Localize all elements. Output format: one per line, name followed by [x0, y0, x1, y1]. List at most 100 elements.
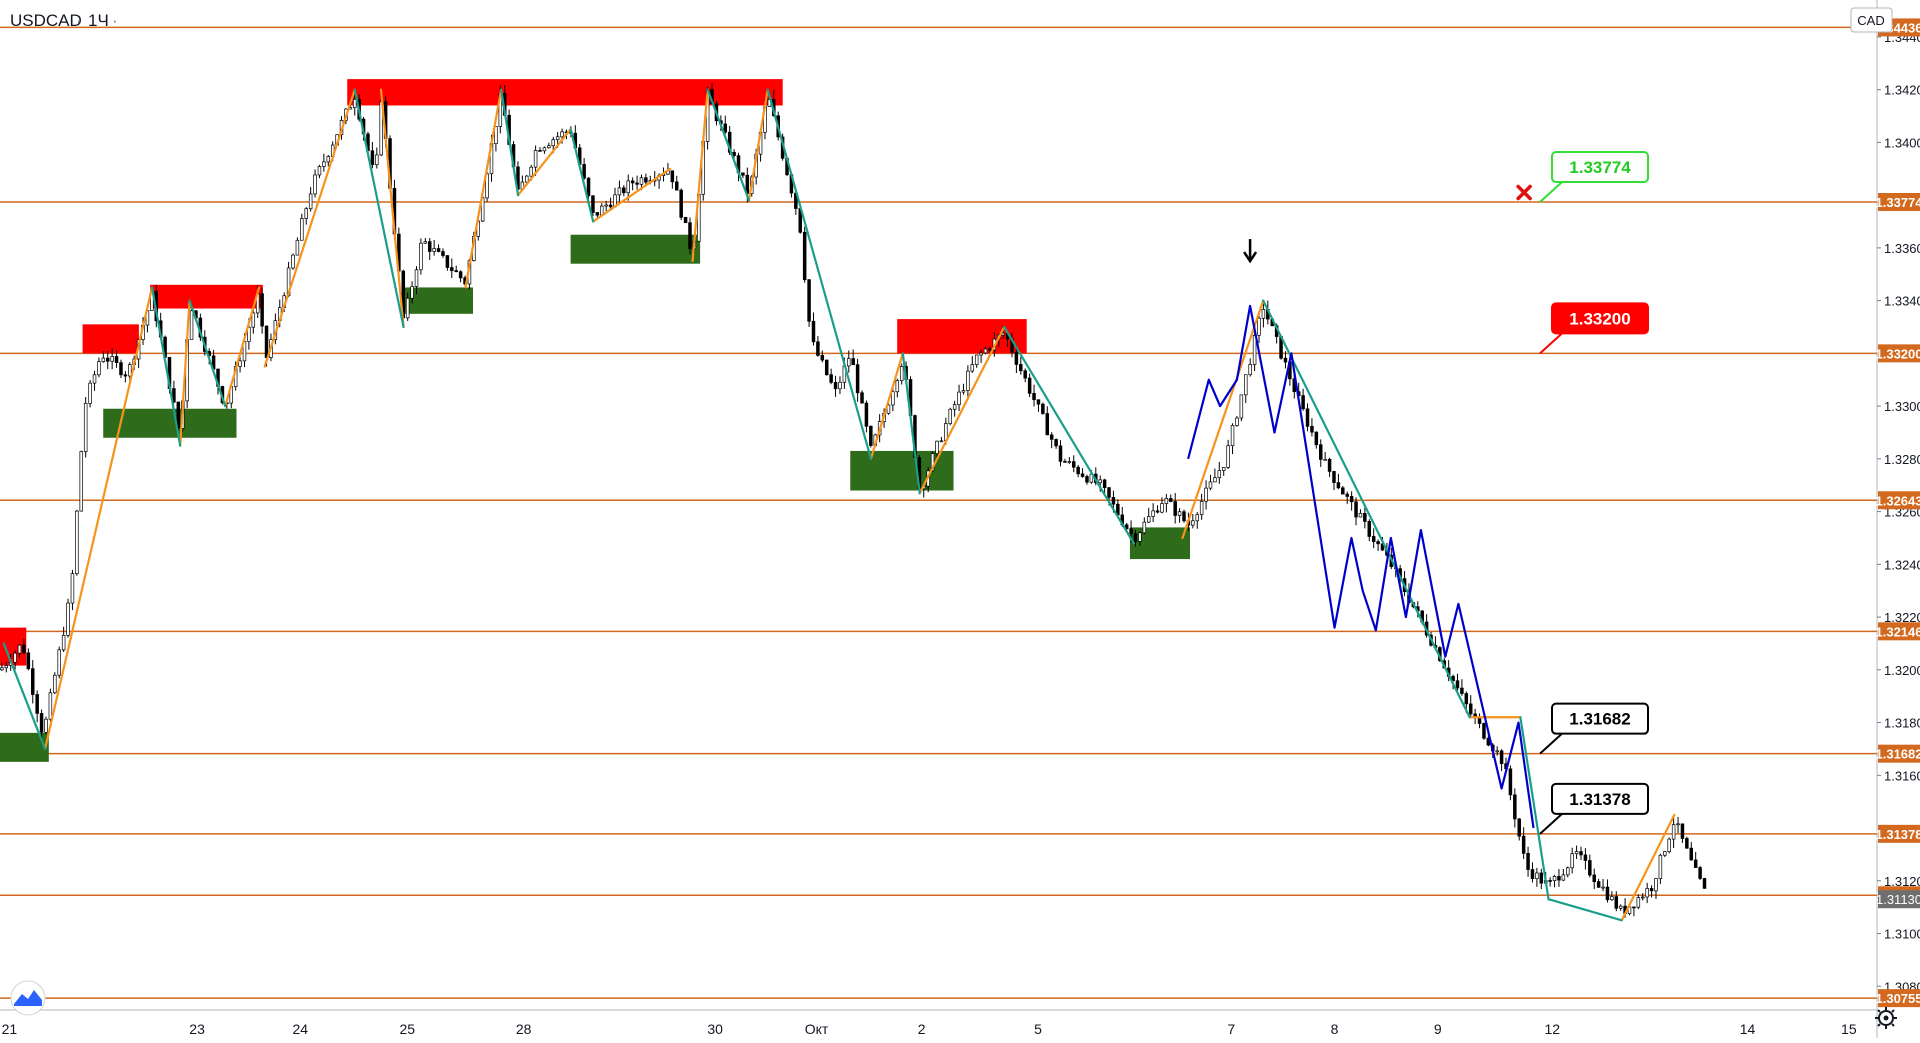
supply-zone[interactable]: [150, 285, 263, 309]
demand-zone[interactable]: [1130, 527, 1190, 559]
candle-body: [459, 272, 462, 278]
candle-body: [80, 452, 83, 512]
settings-gear-icon[interactable]: [1875, 1007, 1897, 1029]
candle-body: [93, 375, 96, 383]
candle-body: [1575, 852, 1578, 854]
candle-body: [1619, 906, 1622, 908]
candle-body: [1244, 375, 1247, 395]
x-tick-label: 28: [516, 1021, 532, 1037]
candle-body: [53, 675, 56, 693]
demand-zone[interactable]: [571, 235, 701, 264]
y-tick-label: 1.33000: [1884, 399, 1920, 414]
candle-body: [1509, 769, 1512, 795]
currency-badge-label: CAD: [1857, 13, 1884, 28]
candle-body: [1703, 878, 1706, 888]
level-price-label: 1.31682: [1876, 747, 1920, 762]
candle-body: [1143, 522, 1146, 533]
candle-body: [1161, 504, 1164, 513]
x-tick-label: 7: [1227, 1021, 1235, 1037]
candle-body: [1227, 446, 1230, 468]
candle-body: [124, 375, 127, 376]
candle-body: [742, 173, 745, 175]
candle-body: [821, 355, 824, 360]
candle-body: [23, 645, 26, 653]
candle-body: [1346, 494, 1349, 496]
candle-body: [1597, 882, 1600, 888]
candle-body: [265, 326, 268, 357]
candle-body: [689, 223, 692, 249]
candle-body: [1465, 694, 1468, 704]
candle-body: [446, 256, 449, 268]
candle-body: [1368, 521, 1371, 536]
price-axis[interactable]: 1.344001.342001.340001.336001.334001.330…: [1876, 18, 1920, 1007]
candle-body: [89, 383, 92, 403]
candle-body: [1152, 511, 1155, 517]
candle-body: [1659, 855, 1662, 878]
x-tick-label: 15: [1841, 1021, 1857, 1037]
candle-body: [592, 196, 595, 213]
candle-body: [1602, 887, 1605, 888]
candle-body: [327, 156, 330, 161]
candle-body: [1196, 515, 1199, 521]
demand-zone[interactable]: [404, 287, 473, 313]
candle-body: [865, 403, 868, 426]
header-separator: ·: [76, 11, 82, 30]
candle-body: [980, 353, 983, 355]
symbol-label[interactable]: USDCAD: [10, 11, 82, 30]
candle-body: [861, 393, 864, 403]
candle-body: [891, 392, 894, 405]
candle-body: [1037, 400, 1040, 404]
candle-body: [49, 693, 52, 719]
candle-body: [1081, 474, 1084, 477]
level-price-label: 1.33200: [1876, 346, 1920, 361]
price-callout-label: 1.31682: [1569, 710, 1630, 729]
candle-body: [631, 181, 634, 183]
candle-body: [71, 574, 74, 603]
x-tick-label: 30: [707, 1021, 723, 1037]
candle-body: [1064, 461, 1067, 462]
candle-body: [1372, 536, 1375, 541]
candle-body: [309, 194, 312, 209]
candle-body: [561, 132, 564, 137]
candle-body: [1183, 512, 1186, 521]
candle-body: [1191, 521, 1194, 525]
candle-body: [371, 151, 374, 165]
candle-body: [45, 719, 48, 732]
candle-body: [1236, 418, 1239, 425]
candle-body: [1209, 482, 1212, 488]
level-price-label: 1.33774: [1876, 195, 1920, 210]
supply-zone[interactable]: [83, 324, 139, 353]
candle-body: [1068, 462, 1071, 463]
candle-body: [1483, 723, 1486, 738]
candle-body: [900, 366, 903, 380]
candle-body: [530, 167, 533, 176]
supply-zone[interactable]: [347, 79, 782, 105]
candle-body: [1469, 704, 1472, 714]
candle-body: [1055, 439, 1058, 446]
candle-body: [1169, 498, 1172, 501]
candle-body: [1134, 534, 1137, 542]
candle-body: [1355, 502, 1358, 517]
header-dot: ·: [112, 11, 118, 30]
candle-body: [1518, 819, 1521, 836]
candle-body: [989, 349, 992, 350]
candle-body: [856, 365, 859, 393]
logo-icon[interactable]: [11, 981, 45, 1015]
candle-body: [1050, 435, 1053, 440]
y-tick-label: 1.31000: [1884, 927, 1920, 942]
candle-body: [1580, 852, 1583, 855]
interval-label[interactable]: 1Ч: [88, 11, 109, 30]
y-tick-label: 1.32000: [1884, 663, 1920, 678]
candle-body: [318, 166, 321, 175]
candle-body: [1205, 488, 1208, 501]
candle-body: [534, 150, 537, 167]
y-tick-label: 1.32400: [1884, 557, 1920, 572]
candle-body: [627, 181, 630, 193]
candle-body: [1174, 502, 1177, 516]
candle-body: [1610, 897, 1613, 900]
candle-body: [808, 280, 811, 322]
candle-body: [1231, 425, 1234, 445]
